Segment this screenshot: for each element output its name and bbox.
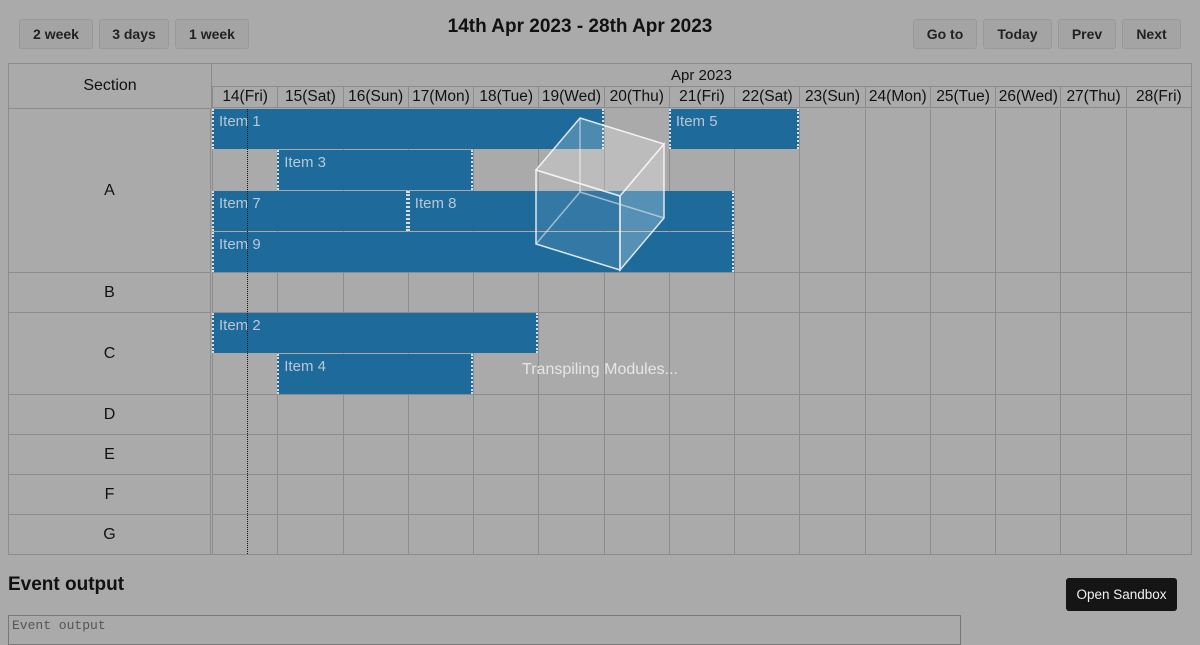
day-header: 24(Mon) — [864, 87, 930, 108]
event-bar[interactable]: Item 9 — [212, 232, 735, 272]
day-header: 18(Tue) — [473, 87, 539, 108]
event-bar[interactable]: Item 7 — [212, 191, 408, 231]
section-row-label: C — [9, 313, 211, 395]
row-divider — [212, 434, 1191, 435]
column-divider — [995, 109, 997, 554]
column-divider — [734, 109, 736, 554]
row-divider — [212, 554, 1191, 555]
column-divider — [538, 109, 540, 554]
event-bar[interactable]: Item 4 — [277, 354, 474, 394]
go-to-button[interactable]: Go to — [913, 19, 977, 49]
today-button[interactable]: Today — [983, 19, 1052, 49]
row-divider — [212, 272, 1191, 273]
section-column-header: Section — [9, 64, 212, 109]
column-divider — [603, 109, 605, 554]
view-1-week-button[interactable]: 1 week — [175, 19, 249, 49]
scheduler-grid: Section Apr 2023 14(Fri) 15(Sat) 16(Sun) 17… — [8, 63, 1192, 555]
section-row-label: G — [9, 515, 211, 555]
column-divider — [668, 109, 670, 554]
next-button[interactable]: Next — [1122, 19, 1181, 49]
day-header: 25(Tue) — [929, 87, 996, 108]
day-header: 27(Thu) — [1060, 87, 1126, 108]
section-row-label: D — [9, 395, 211, 435]
event-output-title: Event output — [8, 574, 125, 595]
day-header: 21(Fri) — [668, 87, 735, 108]
loading-text: Transpiling Modules... — [522, 361, 678, 378]
event-bar[interactable]: Item 5 — [668, 109, 800, 149]
day-header: 16(Sun) — [342, 87, 408, 108]
day-header: 19(Wed) — [538, 87, 604, 108]
row-divider — [212, 514, 1191, 515]
column-divider — [864, 109, 866, 554]
event-bar[interactable]: Item 3 — [277, 150, 474, 190]
open-sandbox-button[interactable]: Open Sandbox — [1066, 578, 1177, 611]
view-3-days-button[interactable]: 3 days — [99, 19, 169, 49]
column-divider — [1125, 109, 1127, 554]
prev-button[interactable]: Prev — [1058, 19, 1116, 49]
row-divider — [212, 312, 1191, 313]
day-header: 28(Fri) — [1125, 87, 1191, 108]
view-2-week-button[interactable]: 2 week — [19, 19, 93, 49]
column-divider — [799, 109, 801, 554]
day-header: 26(Wed) — [995, 87, 1061, 108]
column-divider — [1060, 109, 1062, 554]
event-bar[interactable]: Item 8 — [407, 191, 735, 231]
day-header: 17(Mon) — [407, 87, 474, 108]
section-row-label: B — [9, 273, 211, 313]
event-bar[interactable]: Item 1 — [212, 109, 604, 149]
current-time-indicator — [247, 109, 248, 554]
day-header: 15(Sat) — [277, 87, 343, 108]
row-divider — [212, 474, 1191, 475]
month-header: Apr 2023 — [212, 64, 1191, 87]
day-header: 14(Fri) — [212, 87, 278, 108]
day-header: 22(Sat) — [734, 87, 800, 108]
column-divider — [929, 109, 931, 554]
section-row-label: F — [9, 475, 211, 515]
event-output-field[interactable] — [8, 615, 961, 645]
section-row-label: E — [9, 435, 211, 475]
day-header: 20(Thu) — [603, 87, 669, 108]
event-bar[interactable]: Item 2 — [212, 313, 539, 353]
date-range-title: 14th Apr 2023 - 28th Apr 2023 — [447, 16, 713, 37]
section-row-label: A — [9, 109, 211, 273]
day-header: 23(Sun) — [799, 87, 865, 108]
row-divider — [212, 394, 1191, 395]
